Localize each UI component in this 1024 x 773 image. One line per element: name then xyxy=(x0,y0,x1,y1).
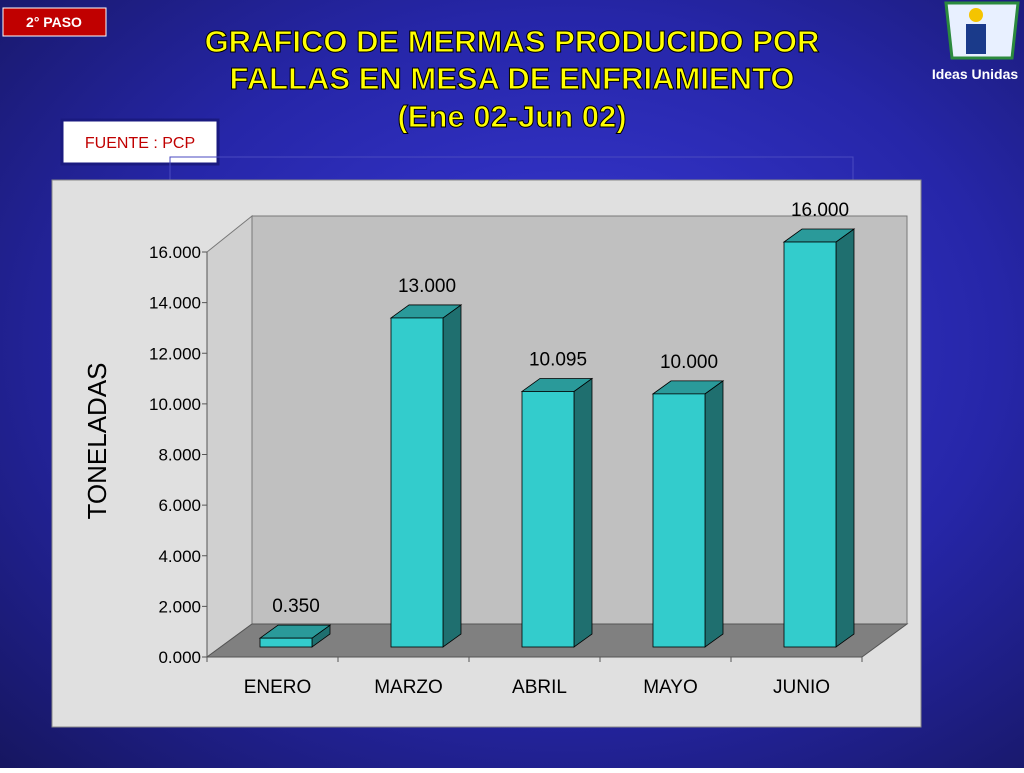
y-tick-label: 12.000 xyxy=(149,344,201,363)
bar-side xyxy=(442,304,462,648)
bar xyxy=(652,393,706,648)
x-tick-label: ENERO xyxy=(244,677,312,698)
logo-text: Ideas Unidas xyxy=(932,66,1019,82)
bar xyxy=(259,637,313,648)
value-label: 10.095 xyxy=(529,349,587,370)
logo-bulb xyxy=(969,8,983,22)
y-tick-label: 2.000 xyxy=(158,597,201,616)
y-tick-label: 0.000 xyxy=(158,648,201,667)
title-line: GRAFICO DE MERMAS PRODUCIDO POR xyxy=(205,24,820,59)
bar xyxy=(521,391,575,648)
badge: 2° PASO xyxy=(26,14,82,30)
side-wall xyxy=(206,214,253,658)
bar-side xyxy=(573,377,593,648)
x-tick-label: ABRIL xyxy=(512,677,567,698)
y-axis-label: TONELADAS xyxy=(82,362,112,519)
logo-figure xyxy=(966,24,986,54)
x-tick-label: MAYO xyxy=(643,677,698,698)
y-tick-label: 8.000 xyxy=(158,446,201,465)
value-label: 0.350 xyxy=(272,596,320,617)
title-line: FALLAS EN MESA DE ENFRIAMIENTO xyxy=(230,61,795,96)
y-tick-label: 16.000 xyxy=(149,243,201,262)
badge-box xyxy=(2,7,107,37)
bar xyxy=(783,241,837,648)
value-label: 10.000 xyxy=(660,352,718,373)
title-line: (Ene 02-Jun 02) xyxy=(397,99,626,134)
x-tick-label: MARZO xyxy=(374,677,443,698)
y-tick-label: 4.000 xyxy=(158,547,201,566)
value-label: 13.000 xyxy=(398,276,456,297)
bar-side xyxy=(704,380,724,648)
source: FUENTE : PCP xyxy=(85,135,195,152)
x-tick-label: JUNIO xyxy=(773,677,830,698)
bar xyxy=(390,317,444,648)
y-tick-label: 14.000 xyxy=(149,294,201,313)
y-tick-label: 6.000 xyxy=(158,496,201,515)
bar-side xyxy=(835,228,855,648)
y-tick-label: 10.000 xyxy=(149,395,201,414)
value-label: 16.000 xyxy=(791,200,849,221)
